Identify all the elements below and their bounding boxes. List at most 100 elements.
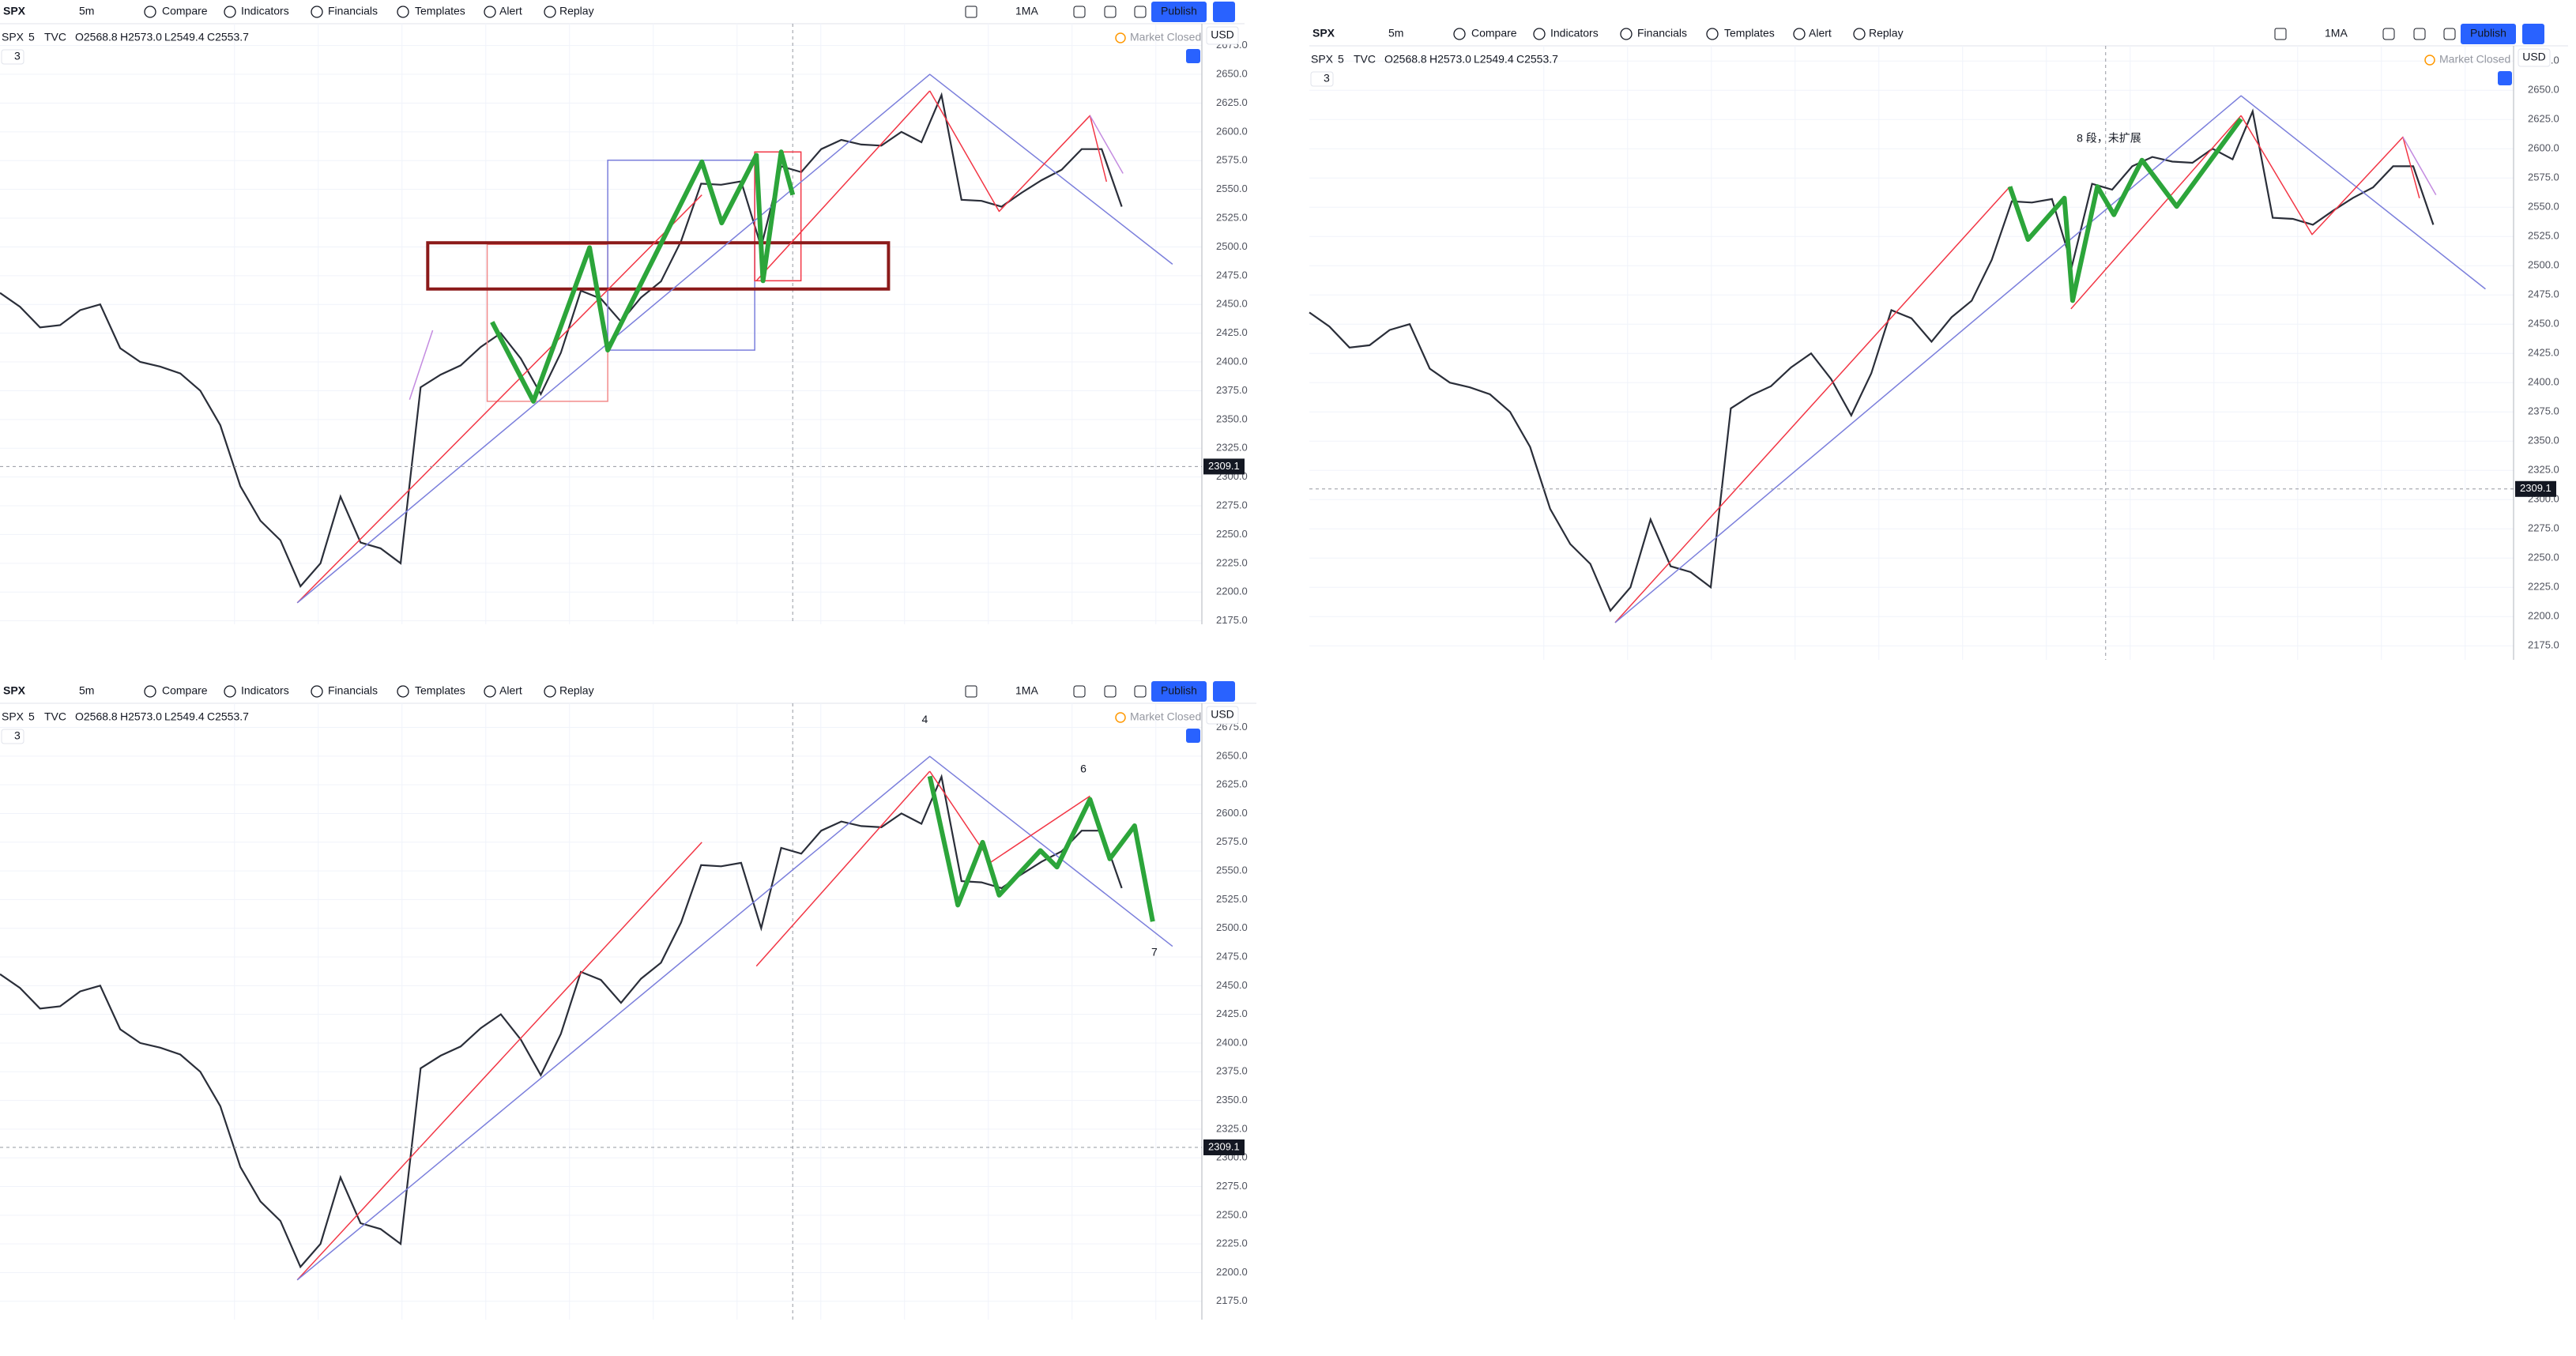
legend-close: C2553.7 [1516,53,1558,66]
annotation: 6 [1080,763,1087,775]
legend-collapse-count[interactable]: 3 [14,729,21,742]
interval-button[interactable]: 5m [79,684,94,697]
play-button[interactable] [2522,24,2544,44]
legend-open: O2568.8 [1384,53,1427,66]
snapshot-icon[interactable] [2443,28,2456,40]
indicators-button[interactable]: Indicators [241,5,289,17]
replay-icon [544,685,556,698]
legend-exchange: TVC [44,710,66,723]
financials-button[interactable]: Financials [328,684,378,697]
y-tick-label: 2575.0 [1216,154,1248,166]
last-price-label: 2309.1 [1208,460,1240,472]
price-line [0,92,1123,589]
play-button[interactable] [1213,2,1235,22]
y-tick-label: 2400.0 [1216,355,1248,367]
y-tick-label: 2200.0 [1216,1266,1248,1278]
currency-box[interactable] [2518,48,2551,67]
settings-icon[interactable] [1073,685,1086,698]
financials-button[interactable]: Financials [328,5,378,17]
market-status-icon [2424,55,2435,66]
y-tick-label: 2600.0 [2528,142,2559,154]
y-tick-label: 2400.0 [1216,1036,1248,1048]
y-tick-label: 2625.0 [1216,778,1248,790]
templates-button[interactable]: Templates [415,5,465,17]
y-tick-label: 2500.0 [2528,259,2559,271]
indicators-button[interactable]: Indicators [241,684,289,697]
drawing-line [1614,95,2486,623]
templates-button[interactable]: Templates [415,684,465,697]
compare-button[interactable]: Compare [162,684,208,697]
layout-button[interactable]: 1MA [1015,684,1038,697]
y-tick-label: 2625.0 [2528,113,2559,125]
replay-button[interactable]: Replay [559,5,594,17]
currency-box[interactable] [1206,26,1239,45]
legend-collapse[interactable] [1,49,24,65]
fullscreen-icon[interactable] [1104,6,1117,18]
indicators-icon [224,685,236,698]
publish-label[interactable]: Publish [1161,5,1197,17]
play-button[interactable] [1213,681,1235,702]
y-tick-label: 2575.0 [1216,835,1248,847]
legend-low: L2549.4 [164,31,205,43]
chart-panel [1309,22,2568,660]
replay-button[interactable]: Replay [559,684,594,697]
snapshot-icon[interactable] [1134,685,1147,698]
interval-button[interactable]: 5m [1388,27,1403,40]
scale-toggle[interactable] [1186,729,1200,743]
y-tick-label: 2275.0 [1216,1180,1248,1192]
publish-button[interactable] [2461,24,2516,44]
y-tick-label: 2350.0 [1216,412,1248,424]
financials-button[interactable]: Financials [1637,27,1687,40]
currency-label[interactable]: USD [1211,708,1234,721]
snapshot-icon[interactable] [1134,6,1147,18]
alert-button[interactable]: Alert [499,5,522,17]
y-tick-label: 2475.0 [1216,950,1248,962]
replay-button[interactable]: Replay [1869,27,1904,40]
compare-button[interactable]: Compare [1471,27,1517,40]
legend-close: C2553.7 [207,710,249,723]
drawing-line [490,149,796,404]
fullscreen-icon[interactable] [1104,685,1117,698]
y-tick-label: 2550.0 [2528,201,2559,213]
layout-button[interactable]: 1MA [1015,5,1038,17]
y-tick-label: 2550.0 [1216,183,1248,194]
compare-button[interactable]: Compare [162,5,208,17]
market-status-icon [1115,32,1126,43]
legend-collapse[interactable] [1310,71,1334,87]
publish-label[interactable]: Publish [2470,27,2506,40]
fullscreen-icon[interactable] [2413,28,2426,40]
publish-button[interactable] [1151,681,1207,702]
legend-interval: 5 [28,31,35,43]
legend-collapse-count[interactable]: 3 [1324,72,1330,85]
publish-button[interactable] [1151,2,1207,22]
legend-collapse-count[interactable]: 3 [14,50,21,62]
y-tick-label: 2325.0 [2528,464,2559,476]
scale-toggle[interactable] [1186,49,1200,63]
y-tick-label: 2350.0 [1216,1094,1248,1106]
currency-box[interactable] [1206,706,1239,725]
legend-collapse[interactable] [1,729,24,744]
alert-button[interactable]: Alert [1809,27,1832,40]
currency-label[interactable]: USD [1211,28,1234,41]
financials-icon [311,6,323,18]
templates-button[interactable]: Templates [1724,27,1775,40]
drawing-line [1614,186,2011,623]
symbol-search[interactable]: SPX [3,5,26,17]
y-tick-label: 2175.0 [1216,614,1248,626]
y-tick-label: 2600.0 [1216,807,1248,819]
drawing-line [409,330,434,401]
settings-icon[interactable] [1073,6,1086,18]
indicators-button[interactable]: Indicators [1550,27,1599,40]
publish-label[interactable]: Publish [1161,684,1197,697]
indicators-icon [1533,28,1546,40]
currency-label[interactable]: USD [2522,51,2546,63]
symbol-search[interactable]: SPX [1312,27,1335,40]
settings-icon[interactable] [2382,28,2395,40]
layout-button[interactable]: 1MA [2325,27,2348,40]
interval-button[interactable]: 5m [79,5,94,17]
symbol-search[interactable]: SPX [3,684,26,697]
alert-button[interactable]: Alert [499,684,522,697]
scale-toggle[interactable] [2498,71,2512,85]
y-tick-label: 2250.0 [1216,528,1248,540]
replay-icon [544,6,556,18]
